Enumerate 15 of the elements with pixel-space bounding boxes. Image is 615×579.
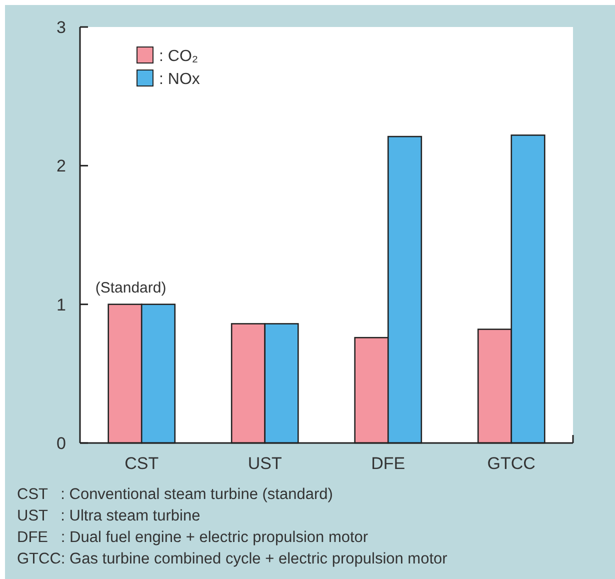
legend-label: : NOx	[159, 71, 200, 88]
text: DFE : Dual fuel engine + electric propulsion motor	[17, 529, 368, 546]
y-tick-label: 0	[56, 434, 66, 453]
y-tick-label: 2	[56, 156, 66, 176]
x-tick-label: CST	[124, 454, 159, 473]
text: UST : Ultra steam turbine	[17, 508, 200, 524]
y-tick-label: 1	[56, 295, 66, 314]
text: CST : Conventional steam turbine (standard)	[17, 486, 333, 503]
x-tick-label: GTCC	[487, 454, 536, 473]
text: GTCC: Gas turbine combined cycle + electric propulsion motor	[17, 550, 448, 568]
y-tick-label: 3	[56, 18, 66, 37]
annotation: (Standard)	[95, 279, 166, 296]
x-tick-label: DFE	[371, 454, 406, 473]
legend-label: : CO₂	[159, 48, 198, 65]
x-tick-label: UST	[248, 454, 282, 473]
